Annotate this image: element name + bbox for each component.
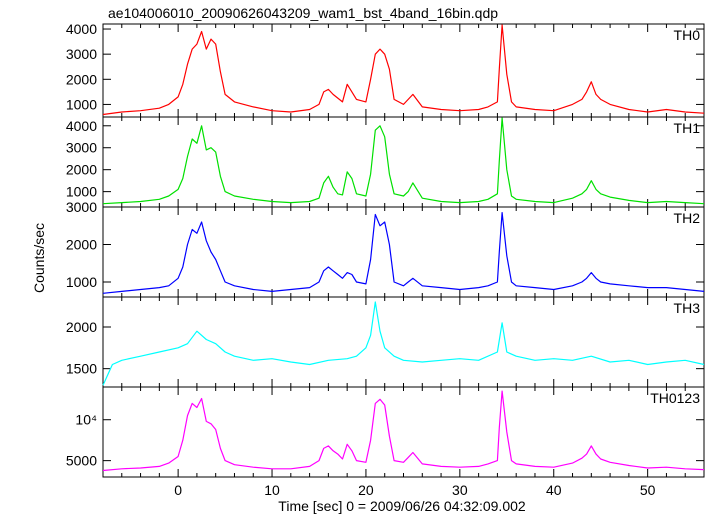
y-tick-label: 2000	[66, 237, 97, 253]
panel-th2: 1000 2000 3000 TH2	[66, 199, 705, 298]
series-line-th2	[102, 212, 705, 294]
x-tick-label: 50	[640, 482, 656, 498]
x-tick-label: 10	[264, 482, 280, 498]
x-tick-label: 20	[358, 482, 374, 498]
panel-name: TH0123	[650, 390, 700, 406]
panel-frame	[102, 23, 705, 118]
y-tick-label: 1500	[66, 361, 97, 377]
x-tick-label: 30	[452, 482, 468, 498]
series-line-th3	[102, 301, 705, 386]
y-tick-label: 2000	[66, 319, 97, 335]
y-tick-label: 1000	[66, 184, 97, 200]
y-tick-label: 4000	[66, 21, 97, 37]
y-tick-label: 10⁴	[75, 412, 97, 428]
chart-title: ae104006010_20090626043209_wam1_bst_4ban…	[108, 5, 498, 21]
panel-th0123: 5000 10⁴ TH0123	[66, 386, 705, 478]
panel-name: TH0	[674, 27, 701, 43]
panel-frame	[102, 116, 705, 208]
y-axis-label: Counts/sec	[31, 223, 47, 293]
panel-name: TH3	[674, 300, 701, 316]
y-tick-label: 2000	[66, 71, 97, 87]
y-tick-label: 4000	[66, 118, 97, 134]
x-axis-label: Time [sec] 0 = 2009/06/26 04:32:09.002	[278, 498, 526, 514]
x-tick-label: 40	[546, 482, 562, 498]
panel-frame	[102, 296, 705, 388]
series-line-th0	[102, 24, 705, 116]
y-tick-label: 1000	[66, 274, 97, 290]
panel-th0: 1000 2000 3000 4000 TH0	[66, 21, 705, 118]
panel-th1: 1000 2000 3000 4000 TH1	[66, 116, 705, 208]
panel-th3: 1500 2000 TH3	[66, 296, 705, 388]
y-tick-label: 5000	[66, 453, 97, 469]
y-tick-label: 3000	[66, 199, 97, 215]
y-tick-label: 3000	[66, 46, 97, 62]
x-tick-label: 0	[174, 482, 182, 498]
panel-frame	[102, 206, 705, 298]
series-line-th0123	[102, 390, 705, 472]
series-line-th1	[102, 117, 705, 205]
panel-name: TH1	[674, 120, 701, 136]
y-tick-label: 3000	[66, 140, 97, 156]
y-tick-label: 2000	[66, 162, 97, 178]
y-tick-label: 1000	[66, 96, 97, 112]
panel-name: TH2	[674, 210, 701, 226]
